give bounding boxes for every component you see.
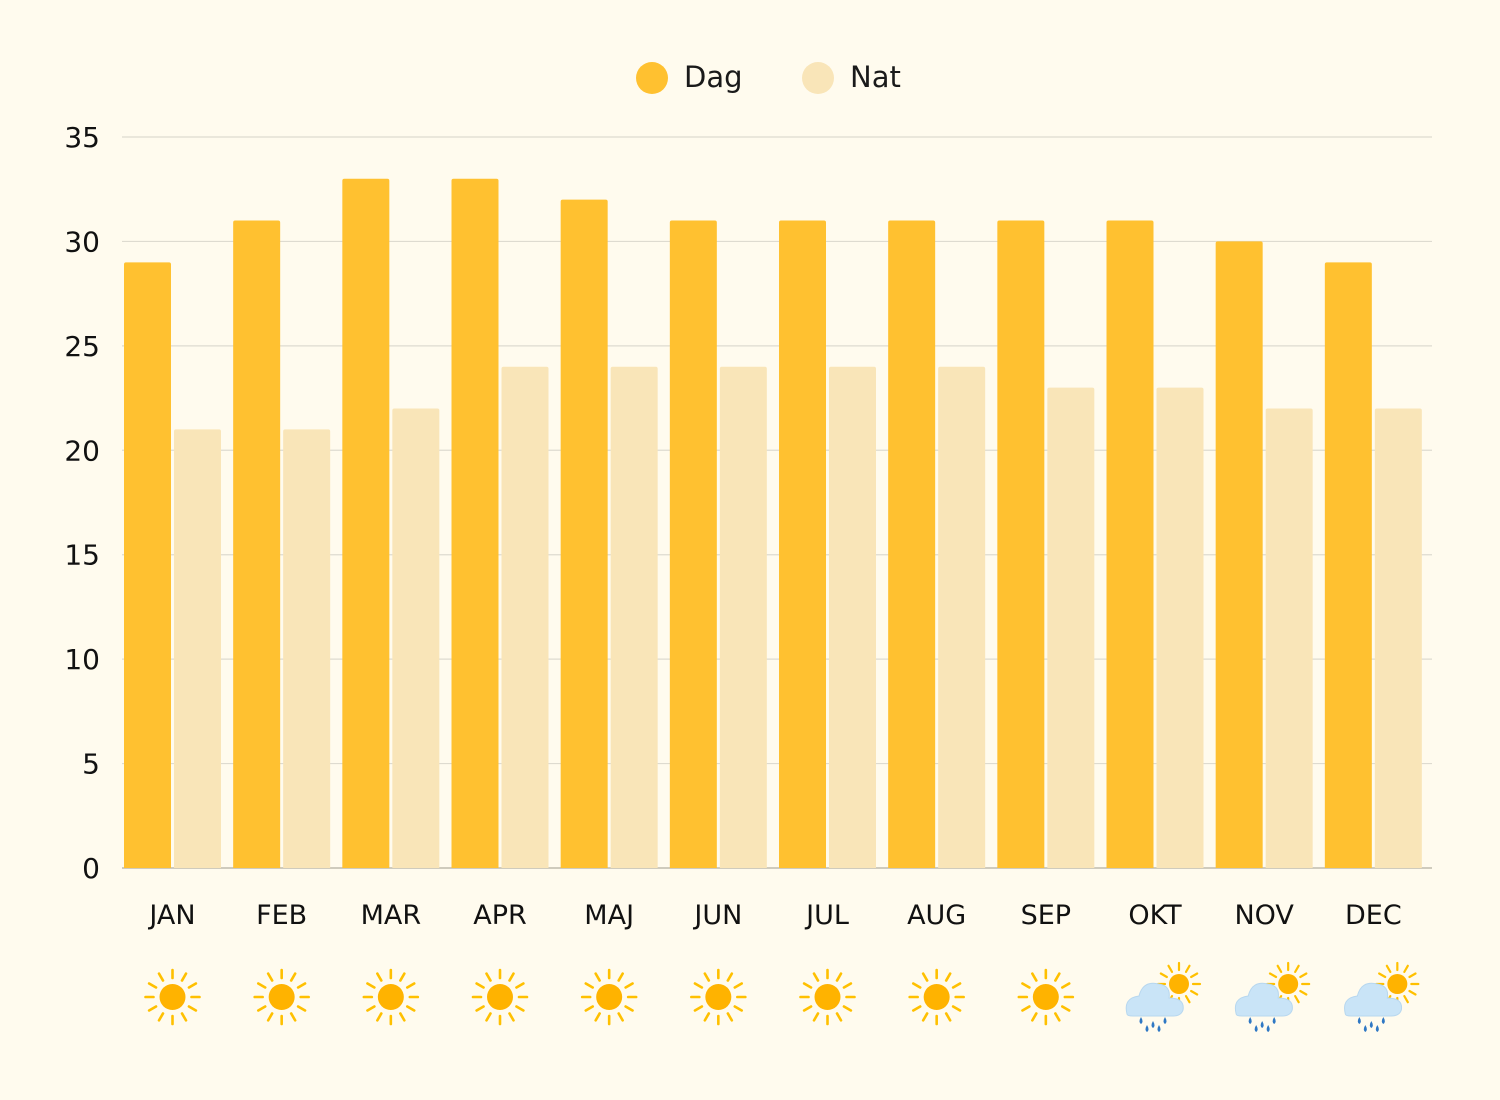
month-label-aug: AUG [907,900,966,931]
y-tick-label: 25 [64,330,100,363]
bar-dag-jun [669,220,717,869]
legend-label: Nat [850,60,901,94]
y-tick-label: 10 [64,643,100,676]
bar-dag-dec [1324,262,1372,868]
bar-dag-aug [888,220,936,869]
y-tick-label: 35 [64,121,100,154]
bar-nat-okt [1156,387,1204,868]
bar-dag-feb [233,220,281,869]
bar-nat-sep [1047,387,1095,868]
y-tick-label: 15 [64,539,100,572]
sun-icon [144,968,201,1026]
legend-swatch [636,62,668,94]
bar-nat-maj [610,366,658,868]
month-label-okt: OKT [1128,900,1182,931]
sun-icon [471,968,529,1026]
month-label-mar: MAR [361,900,422,931]
month-label-maj: MAJ [584,900,634,931]
y-axis-tick-labels: 0 5 10 15 20 25 30 35 [64,121,100,885]
legend-label: Dag [684,60,743,94]
month-label-feb: FEB [256,900,307,931]
sun-rain-cloud-icon [1344,961,1420,1032]
month-label-jan: JAN [147,900,195,931]
sun-icon [799,968,856,1026]
sun-icon [1017,968,1075,1026]
legend-item-nat: Nat [802,60,901,94]
sun-icon [253,968,310,1026]
y-tick-label: 20 [64,434,100,467]
grid-lines [122,136,1432,869]
month-label-apr: APR [473,900,527,931]
bar-dag-jan [124,262,171,868]
bar-dag-okt [1106,220,1154,869]
bar-nat-aug [938,366,986,868]
month-label-dec: DEC [1345,900,1402,931]
legend-swatch [802,62,834,94]
bar-nat-jun [719,366,767,868]
bar-nat-nov [1265,408,1313,868]
x-axis-month-labels: JAN FEB MAR APR MAJ JUN JUL AUG SEP OKT NOV DEC [147,900,1401,931]
bar-dag-mar [342,178,390,868]
sun-rain-cloud-icon [1234,961,1311,1032]
sun-icon [580,968,638,1026]
bar-dag-nov [1215,241,1263,868]
sun-rain-cloud-icon [1125,961,1202,1032]
bars [124,178,1422,869]
month-label-sep: SEP [1021,900,1071,931]
y-tick-label: 30 [64,225,100,258]
bar-nat-apr [501,366,549,868]
sun-icon [362,968,420,1026]
bar-nat-jan [174,429,221,868]
legend-item-dag: Dag [636,60,743,94]
month-label-nov: NOV [1234,900,1294,931]
bar-nat-jul [829,366,876,868]
bar-dag-apr [451,178,499,868]
bar-nat-mar [392,408,440,868]
bar-dag-sep [997,220,1045,869]
y-tick-label: 0 [82,852,100,885]
sun-icon [690,968,747,1026]
legend: Dag Nat [636,60,901,94]
month-label-jul: JUL [804,900,849,931]
y-tick-label: 5 [82,748,100,781]
month-label-jun: JUN [692,900,742,931]
bar-dag-maj [560,199,608,868]
bar-nat-feb [283,429,331,868]
weather-icons [144,961,1420,1032]
bar-dag-jul [779,220,826,869]
sun-icon [908,968,965,1026]
bar-nat-dec [1374,408,1422,868]
